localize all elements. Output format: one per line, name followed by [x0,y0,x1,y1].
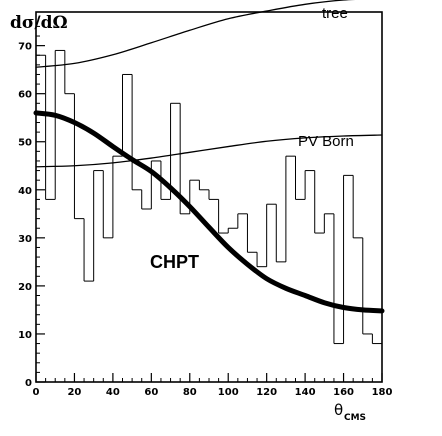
x-tick-label: 60 [144,387,158,398]
y-tick-label: 40 [18,186,32,197]
y-tick-label: 50 [18,138,32,149]
series-line-pv-born [35,134,383,168]
x-axis-label-subscript: CMS [344,413,366,423]
x-tick-label: 140 [295,387,316,398]
series-line-chpt [33,110,385,314]
x-tick-label: 20 [67,387,81,398]
y-axis-label: dσ/dΩ [10,13,68,33]
series-label-pv-born: PV Born [298,133,354,150]
x-tick-label: 40 [106,387,120,398]
axes: 0 20 40 60 80 100 120 140 160 180 0 10 20 30 40 50 60 70 [18,11,393,398]
series-label-tree: tree [322,5,348,22]
x-tick-label: 120 [256,387,277,398]
y-tick-label: 0 [25,378,32,389]
x-tick-label: 80 [183,387,197,398]
y-tick-label: 30 [18,234,32,245]
series-line-tree [35,0,356,68]
y-tick-label: 70 [18,42,32,53]
histogram-data [36,49,382,345]
x-tick-label: 0 [33,387,40,398]
y-tick-label: 10 [18,330,32,341]
x-tick-label: 180 [372,387,393,398]
series-label-chpt: CHPT [150,252,199,272]
x-tick-label: 160 [333,387,354,398]
y-tick-label: 60 [18,90,32,101]
y-tick-label: 20 [18,282,32,293]
curves [33,0,385,314]
x-tick-label: 100 [218,387,239,398]
x-axis-label: θ [334,401,343,419]
